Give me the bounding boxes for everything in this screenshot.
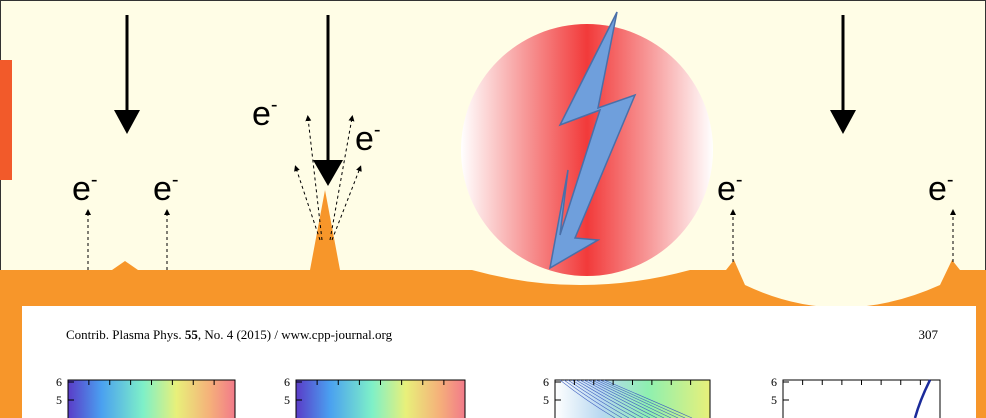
y-tick-label: 5 bbox=[56, 393, 62, 407]
electron-symbol: e bbox=[153, 170, 172, 208]
electron-charge: - bbox=[172, 169, 179, 191]
y-tick-label: 6 bbox=[543, 375, 549, 389]
plot-area bbox=[68, 380, 235, 418]
electron-symbol: e bbox=[252, 95, 271, 133]
electron-charge: - bbox=[736, 169, 743, 191]
plot-area bbox=[296, 380, 465, 418]
y-tick-label: 6 bbox=[771, 375, 777, 389]
edge bbox=[0, 60, 12, 180]
journal: Contrib. Plasma Phys. bbox=[66, 327, 182, 342]
electron-charge: - bbox=[374, 119, 381, 141]
y-tick-label: 5 bbox=[771, 393, 777, 407]
page-number: 307 bbox=[919, 327, 939, 342]
electron-charge: - bbox=[947, 169, 954, 191]
issue: , No. 4 (2015) / www.cpp-journal.org bbox=[198, 327, 393, 342]
electron-symbol: e bbox=[355, 120, 374, 158]
electron-charge: - bbox=[91, 169, 98, 191]
paper-header: Contrib. Plasma Phys. 55, No. 4 (2015) /… bbox=[66, 327, 393, 342]
y-tick-label: 5 bbox=[543, 393, 549, 407]
diagram: e-e-e-e-e-e- Contrib. Plasma Phys. 55, N… bbox=[0, 0, 986, 418]
volume: 55 bbox=[185, 327, 199, 342]
y-tick-label: 6 bbox=[284, 375, 290, 389]
electron-symbol: e bbox=[72, 170, 91, 208]
electron-charge: - bbox=[271, 94, 278, 116]
electron-symbol: e bbox=[717, 170, 736, 208]
electron-symbol: e bbox=[928, 170, 947, 208]
y-tick-label: 5 bbox=[284, 393, 290, 407]
y-tick-label: 6 bbox=[56, 375, 62, 389]
